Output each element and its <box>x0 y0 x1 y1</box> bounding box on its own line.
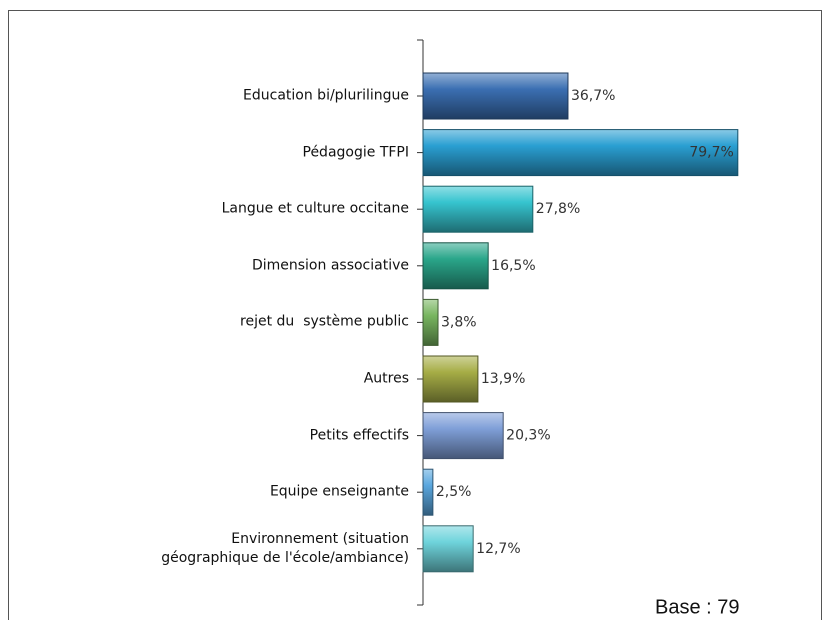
bar <box>422 72 569 120</box>
value-label: 3,8% <box>441 314 477 330</box>
category-label: rejet du système public <box>240 313 409 330</box>
bar <box>422 298 439 346</box>
value-label: 20,3% <box>506 428 550 444</box>
category-label: Environnement (situation géographique de… <box>161 530 409 566</box>
bar <box>422 412 504 460</box>
value-label: 12,7% <box>476 541 520 557</box>
bar <box>422 468 434 516</box>
value-label: 13,9% <box>481 371 525 387</box>
category-label: Equipe enseignante <box>269 483 409 500</box>
bar <box>422 185 534 233</box>
category-label: Dimension associative <box>251 257 409 274</box>
value-label: 16,5% <box>491 258 535 274</box>
category-label: Education bi/plurilingue <box>243 87 409 104</box>
value-label: 2,5% <box>436 484 472 500</box>
bar <box>422 129 739 177</box>
frame <box>8 10 822 620</box>
bar <box>422 242 489 290</box>
value-label: 27,8% <box>536 201 580 217</box>
bar <box>422 355 479 403</box>
value-label: 79,7% <box>689 145 733 161</box>
category-label: Autres <box>363 370 409 387</box>
category-label: Pédagogie TFPI <box>302 144 410 161</box>
category-label: Petits effectifs <box>309 427 409 444</box>
bar <box>422 525 474 573</box>
value-label: 36,7% <box>571 88 615 104</box>
category-label: Langue et culture occitane <box>221 200 409 217</box>
base-annotation: Base : 79 <box>655 596 740 618</box>
